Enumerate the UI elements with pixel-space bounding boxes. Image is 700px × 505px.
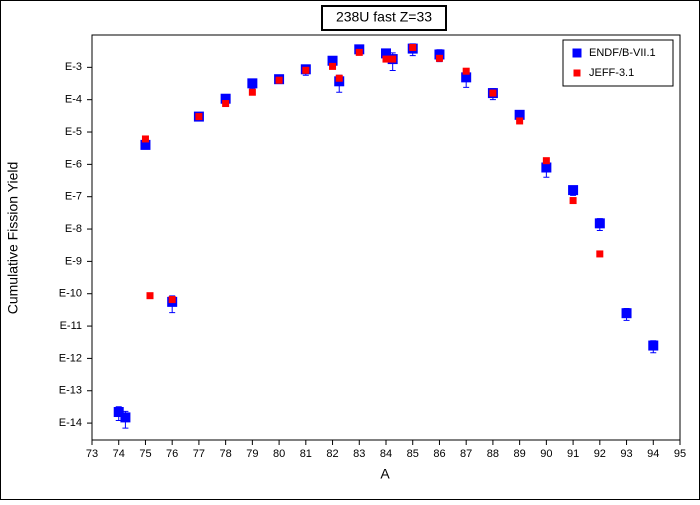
x-tick-label: 81 <box>300 448 312 460</box>
point <box>222 100 230 108</box>
x-tick-label: 94 <box>647 448 659 460</box>
point <box>542 157 550 165</box>
point <box>568 185 579 196</box>
x-tick-label: 87 <box>460 448 472 460</box>
title-box <box>321 5 447 31</box>
y-tick-label: E-10 <box>59 288 82 300</box>
point <box>648 340 659 351</box>
x-tick-label: 78 <box>220 448 232 460</box>
x-axis-label: A <box>380 466 390 482</box>
x-tick-label: 75 <box>139 448 151 460</box>
point <box>247 78 258 89</box>
point <box>621 308 632 319</box>
x-tick-label: 84 <box>380 448 392 460</box>
point <box>434 49 445 60</box>
point <box>516 117 524 125</box>
point <box>514 109 525 120</box>
x-tick-label: 93 <box>620 448 632 460</box>
y-tick-label: E-7 <box>65 191 82 203</box>
y-tick-label: E-8 <box>65 223 82 235</box>
point <box>248 88 256 96</box>
y-tick-label: E-11 <box>60 320 82 332</box>
y-tick-label: E-3 <box>65 61 82 73</box>
y-axis-label: Cumulative Fission Yield <box>5 162 21 315</box>
x-tick-label: 88 <box>487 448 499 460</box>
point <box>335 74 343 82</box>
plot-area <box>91 34 681 441</box>
x-tick-label: 77 <box>193 448 205 460</box>
x-tick-label: 85 <box>407 448 419 460</box>
point <box>461 72 472 83</box>
point <box>168 296 176 304</box>
x-tick-label: 83 <box>353 448 365 460</box>
point <box>140 139 151 150</box>
x-tick-label: 86 <box>433 448 445 460</box>
y-tick-label: E-4 <box>65 94 82 106</box>
point <box>141 135 149 143</box>
y-tick-label: E-9 <box>65 255 82 267</box>
point <box>541 162 552 173</box>
point <box>389 55 397 63</box>
x-tick-label: 91 <box>567 448 579 460</box>
y-tick-label: E-14 <box>59 417 82 429</box>
x-tick-label: 76 <box>166 448 178 460</box>
y-tick-label: E-6 <box>65 158 82 170</box>
point <box>146 292 154 300</box>
x-tick-label: 73 <box>86 448 98 460</box>
x-tick-label: 95 <box>674 448 686 460</box>
point <box>327 55 338 66</box>
point <box>409 44 417 52</box>
point <box>355 48 363 56</box>
point <box>596 250 604 258</box>
point <box>329 62 337 70</box>
x-tick-label: 89 <box>514 448 526 460</box>
legend-label: JEFF-3.1 <box>589 67 634 79</box>
point <box>569 197 577 205</box>
point <box>113 407 124 418</box>
point <box>489 89 497 97</box>
y-tick-label: E-12 <box>59 352 82 364</box>
point <box>381 48 391 59</box>
x-tick-label: 80 <box>273 448 285 460</box>
point <box>220 93 231 104</box>
legend-box <box>562 39 674 87</box>
point <box>382 55 390 63</box>
x-tick-label: 90 <box>540 448 552 460</box>
y-tick-label: E-5 <box>65 126 82 138</box>
point <box>120 412 131 423</box>
point <box>594 218 605 229</box>
legend-marker <box>572 48 582 58</box>
legend-marker <box>573 69 581 77</box>
y-tick-label: E-13 <box>59 385 82 397</box>
point <box>302 66 310 74</box>
point <box>275 76 283 84</box>
x-tick-label: 82 <box>326 448 338 460</box>
legend-label: ENDF/B-VII.1 <box>589 47 656 59</box>
x-tick-label: 92 <box>594 448 606 460</box>
point <box>462 67 470 75</box>
point <box>435 54 443 62</box>
x-tick-label: 79 <box>246 448 258 460</box>
point <box>195 113 203 121</box>
chart-title: 238U fast Z=33 <box>336 9 432 25</box>
x-tick-label: 74 <box>113 448 125 460</box>
